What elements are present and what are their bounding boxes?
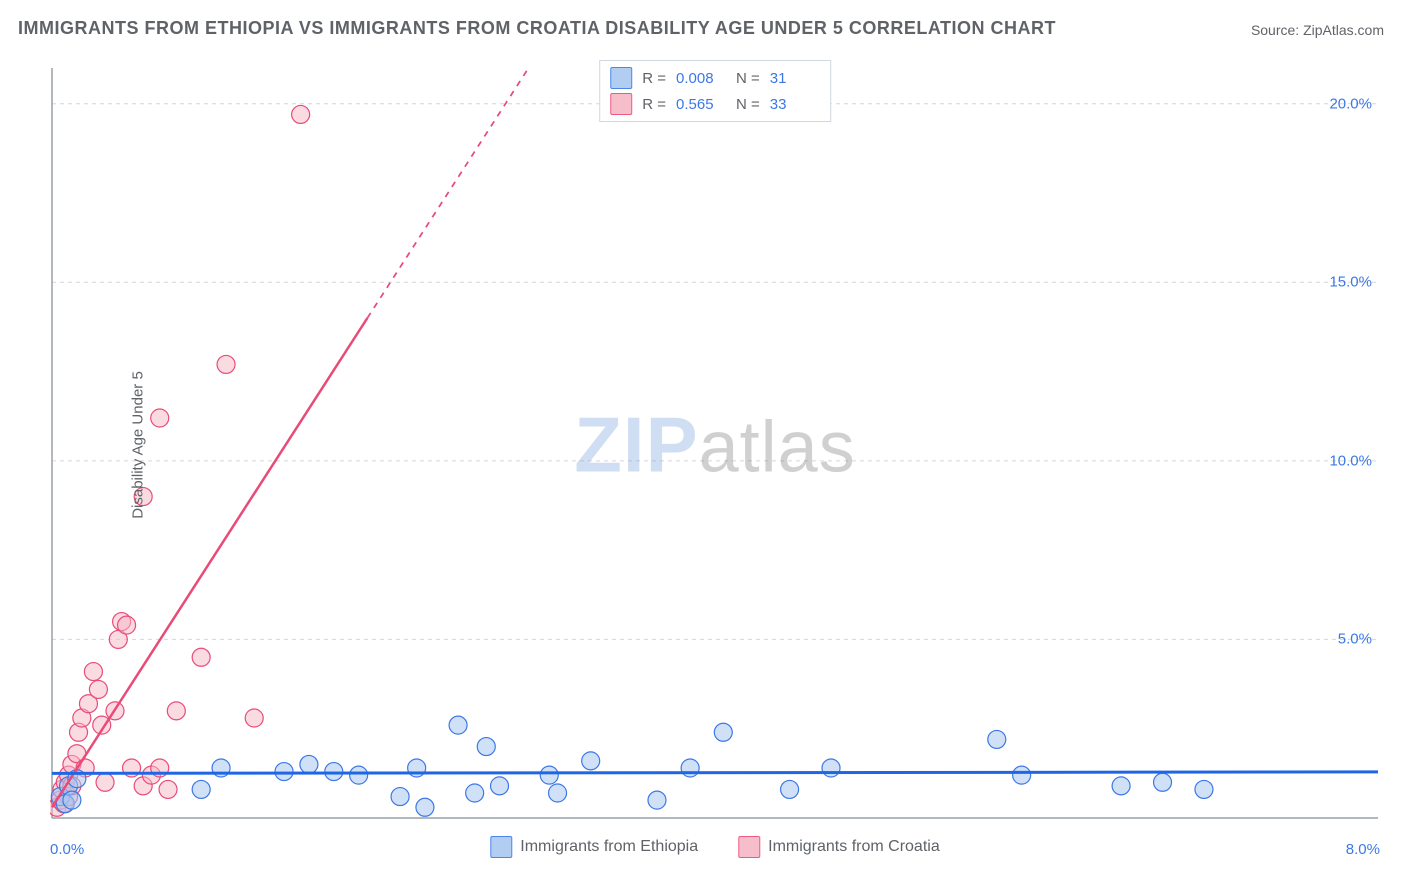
source-link[interactable]: ZipAtlas.com	[1303, 22, 1384, 38]
data-point-ethiopia	[822, 759, 840, 777]
source-label: Source: ZipAtlas.com	[1251, 22, 1384, 38]
data-point-ethiopia	[988, 730, 1006, 748]
trend-line-ethiopia	[52, 772, 1378, 773]
data-point-croatia	[84, 663, 102, 681]
data-point-croatia	[118, 616, 136, 634]
legend-r-label: R =	[642, 70, 666, 87]
legend-n-label: N =	[736, 70, 760, 87]
legend-n-value-ethiopia: 31	[770, 70, 820, 87]
legend-label-ethiopia: Immigrants from Ethiopia	[520, 838, 698, 856]
data-point-ethiopia	[300, 755, 318, 773]
legend-r-value-ethiopia: 0.008	[676, 70, 726, 87]
data-point-ethiopia	[350, 766, 368, 784]
data-point-ethiopia	[466, 784, 484, 802]
data-point-ethiopia	[477, 738, 495, 756]
legend-bottom: Immigrants from Ethiopia Immigrants from…	[490, 836, 939, 858]
data-point-ethiopia	[681, 759, 699, 777]
legend-swatch-croatia	[738, 836, 760, 858]
chart-container: IMMIGRANTS FROM ETHIOPIA VS IMMIGRANTS F…	[0, 0, 1406, 892]
legend-bottom-item-croatia: Immigrants from Croatia	[738, 836, 940, 858]
chart-title: IMMIGRANTS FROM ETHIOPIA VS IMMIGRANTS F…	[18, 18, 1056, 39]
trend-line-dashed-croatia	[367, 68, 528, 318]
y-axis-label: Disability Age Under 5	[129, 371, 146, 519]
legend-top-row-ethiopia: R = 0.008 N = 31	[610, 65, 820, 91]
legend-swatch-ethiopia	[610, 67, 632, 89]
data-point-ethiopia	[449, 716, 467, 734]
data-point-ethiopia	[275, 763, 293, 781]
data-point-ethiopia	[416, 798, 434, 816]
y-axis-tick: 5.0%	[1338, 631, 1372, 648]
data-point-ethiopia	[582, 752, 600, 770]
data-point-ethiopia	[540, 766, 558, 784]
data-point-croatia	[217, 355, 235, 373]
data-point-croatia	[96, 773, 114, 791]
legend-r-label: R =	[642, 96, 666, 113]
data-point-croatia	[245, 709, 263, 727]
plot-area: Disability Age Under 5 ZIPatlas R = 0.00…	[50, 60, 1380, 830]
legend-bottom-item-ethiopia: Immigrants from Ethiopia	[490, 836, 698, 858]
legend-label-croatia: Immigrants from Croatia	[768, 838, 940, 856]
y-axis-tick: 10.0%	[1329, 452, 1372, 469]
data-point-ethiopia	[714, 723, 732, 741]
data-point-croatia	[151, 409, 169, 427]
legend-swatch-ethiopia	[490, 836, 512, 858]
legend-swatch-croatia	[610, 93, 632, 115]
data-point-croatia	[159, 780, 177, 798]
data-point-croatia	[89, 680, 107, 698]
source-prefix: Source:	[1251, 22, 1303, 38]
data-point-ethiopia	[1013, 766, 1031, 784]
data-point-ethiopia	[192, 780, 210, 798]
data-point-croatia	[292, 105, 310, 123]
legend-n-label: N =	[736, 96, 760, 113]
data-point-ethiopia	[1112, 777, 1130, 795]
trend-line-croatia	[52, 318, 367, 807]
data-point-ethiopia	[391, 788, 409, 806]
data-point-croatia	[192, 648, 210, 666]
data-point-ethiopia	[63, 791, 81, 809]
legend-top: R = 0.008 N = 31 R = 0.565 N = 33	[599, 60, 831, 122]
data-point-ethiopia	[781, 780, 799, 798]
y-axis-tick: 20.0%	[1329, 95, 1372, 112]
legend-n-value-croatia: 33	[770, 96, 820, 113]
data-point-ethiopia	[549, 784, 567, 802]
x-axis-tick-min: 0.0%	[50, 841, 84, 858]
data-point-ethiopia	[1195, 780, 1213, 798]
legend-r-value-croatia: 0.565	[676, 96, 726, 113]
legend-top-row-croatia: R = 0.565 N = 33	[610, 91, 820, 117]
data-point-croatia	[167, 702, 185, 720]
scatter-chart-svg	[50, 60, 1380, 830]
data-point-ethiopia	[491, 777, 509, 795]
data-point-ethiopia	[1154, 773, 1172, 791]
y-axis-tick: 15.0%	[1329, 274, 1372, 291]
data-point-ethiopia	[648, 791, 666, 809]
x-axis-tick-max: 8.0%	[1346, 841, 1380, 858]
